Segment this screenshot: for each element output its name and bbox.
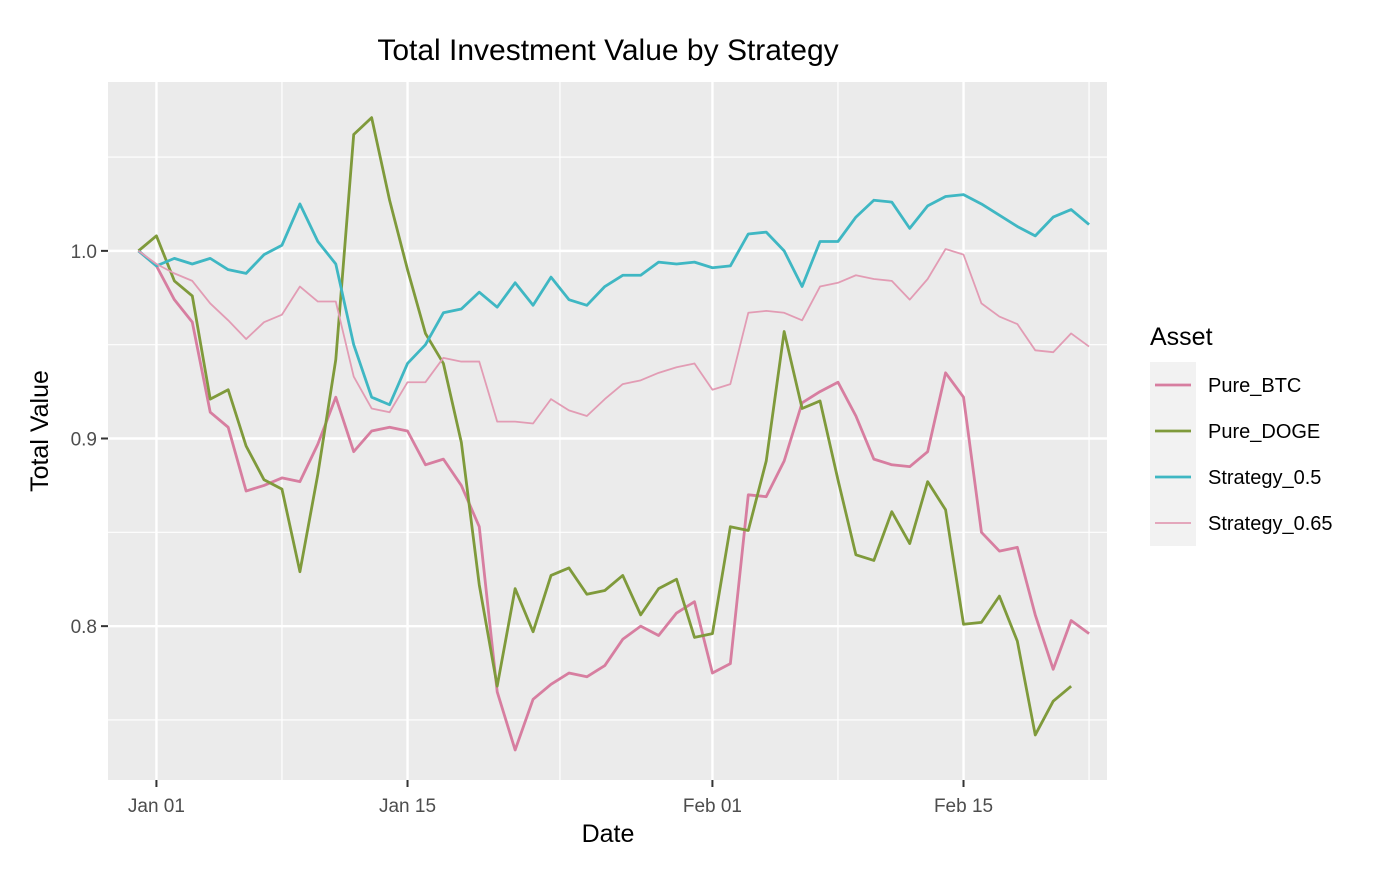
y-tick-label: 0.9 [71,430,97,451]
y-tick-label: 0.8 [71,617,97,638]
x-tick-label: Jan 15 [379,796,436,817]
legend-label-strategy-0-65: Strategy_0.65 [1208,513,1333,535]
y-tick-label: 1.0 [71,242,97,263]
series-lines [137,116,1090,752]
plot-panel [108,82,1107,780]
x-tick-label: Feb 01 [683,796,742,817]
series-line-strategy-0-5 [137,193,1090,407]
x-tick-label: Feb 15 [934,796,993,817]
series-line-pure-btc [137,249,1090,752]
legend-items: Pure_BTC Pure_DOGE Strategy_0.5 Strategy_0.… [1150,362,1333,546]
x-axis: Jan 01 Jan 15 Feb 01 Feb 15 [128,780,993,817]
y-axis: 0.8 0.9 1.0 [71,242,108,638]
y-axis-title: Total Value [26,370,54,492]
series-line-strategy-0-65 [137,248,1090,425]
legend-label-strategy-0-5: Strategy_0.5 [1208,467,1321,489]
legend-title: Asset [1150,323,1213,351]
legend-label-pure-btc: Pure_BTC [1208,375,1301,397]
series-line-pure-doge [137,116,1073,737]
legend-label-pure-doge: Pure_DOGE [1208,421,1320,443]
legend: Asset Pure_BTC Pure_DOGE Strategy_0.5 Strat… [1150,323,1333,546]
chart-title: Total Investment Value by Strategy [377,34,838,67]
x-axis-title: Date [582,820,635,848]
x-tick-label: Jan 01 [128,796,185,817]
